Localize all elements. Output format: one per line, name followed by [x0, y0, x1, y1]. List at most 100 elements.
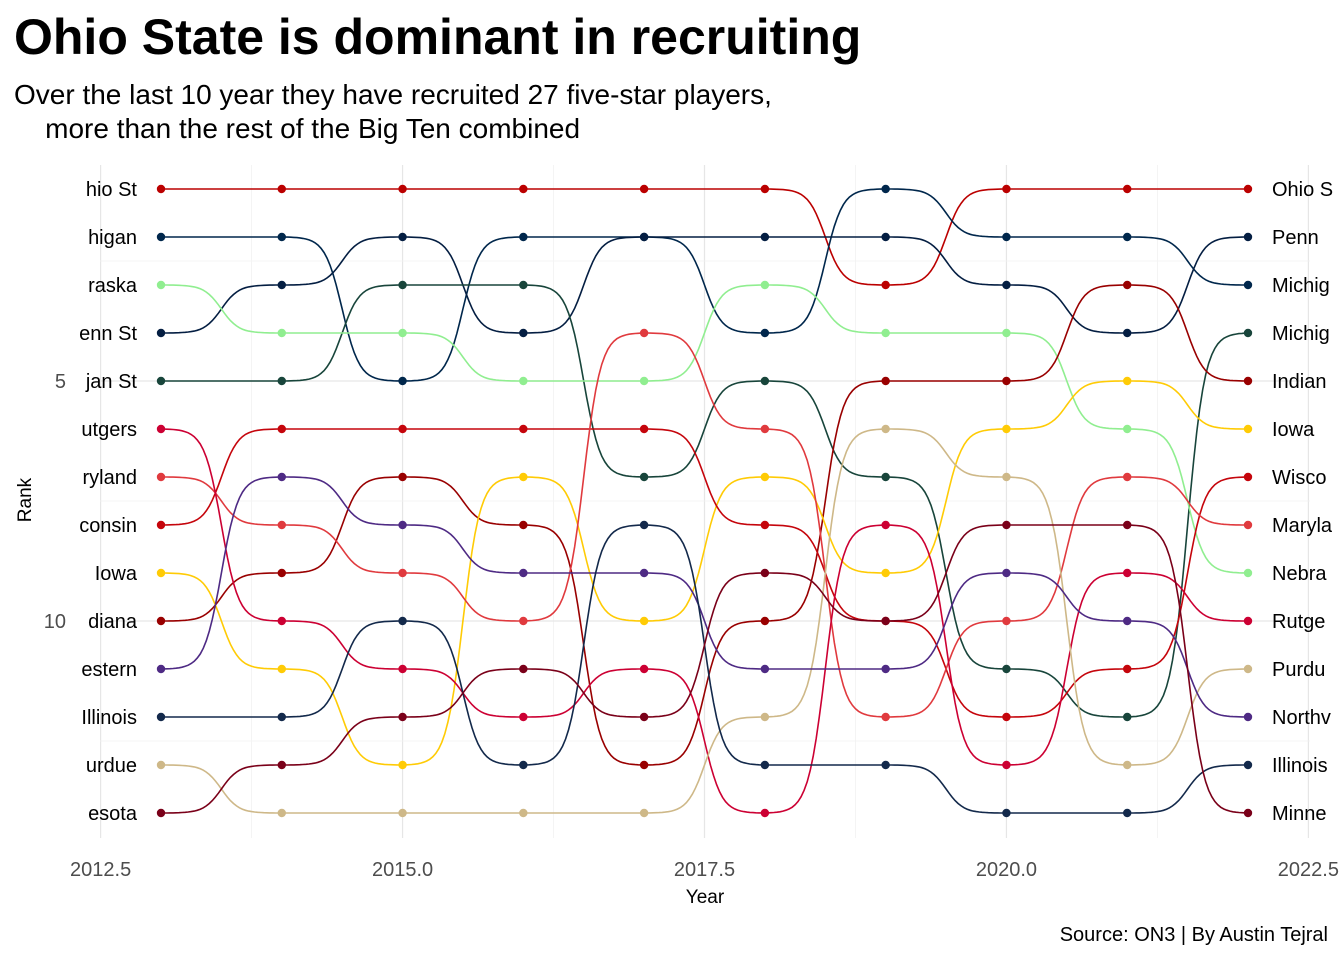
left-team-label: estern [81, 659, 137, 681]
series-point [398, 376, 407, 386]
series-point [639, 760, 649, 770]
left-team-label: urdue [86, 755, 137, 777]
series-point [1002, 184, 1011, 194]
series-point [277, 616, 286, 626]
series-point [639, 616, 649, 626]
series-line [160, 476, 1248, 718]
left-team-label: Iowa [95, 563, 138, 585]
series-point [398, 664, 407, 674]
series-point [760, 520, 770, 530]
series-point [156, 328, 166, 338]
left-team-label: hio St [86, 179, 138, 201]
series-point [639, 520, 649, 530]
series-point [1002, 664, 1011, 674]
x-tick-label: 2022.5 [1278, 859, 1339, 881]
series-point [881, 424, 890, 434]
series-point [1002, 616, 1011, 626]
series-point [1123, 760, 1132, 770]
series-line [161, 524, 1249, 814]
grid-lines [100, 165, 1310, 838]
series-point [277, 184, 286, 194]
series-point [881, 280, 890, 290]
series-point [519, 616, 528, 626]
series-point [639, 712, 649, 722]
x-tick-label: 2017.5 [674, 859, 735, 881]
left-team-label: higan [88, 227, 137, 249]
series-point [156, 616, 166, 626]
series-point [1243, 328, 1253, 338]
series-point [156, 664, 166, 674]
series-point [398, 280, 407, 290]
right-team-label: Michig [1272, 275, 1330, 297]
series-point [519, 664, 528, 674]
series-line [161, 428, 1248, 814]
series-point [881, 472, 890, 482]
series-point [398, 232, 407, 242]
series-point [639, 328, 649, 338]
x-tick-label: 2020.0 [976, 859, 1037, 881]
series-line [161, 380, 1248, 766]
series-point [277, 760, 286, 770]
series-point [277, 232, 286, 242]
series-point [1123, 184, 1132, 194]
series-point [156, 568, 166, 578]
series-point [1002, 712, 1011, 722]
left-team-label: raska [88, 275, 138, 297]
series-point [639, 376, 649, 386]
series-point [156, 520, 166, 530]
series-point [156, 424, 166, 434]
series-point [760, 568, 770, 578]
series-point [519, 280, 528, 290]
series-point [156, 280, 166, 290]
series-point [156, 184, 166, 194]
series-point [639, 808, 649, 818]
series-point [881, 520, 890, 530]
series-point [1243, 712, 1253, 722]
series-point [156, 472, 166, 482]
right-team-label: Nebra [1272, 563, 1327, 585]
series-point [1002, 328, 1011, 338]
series-point [760, 760, 770, 770]
series-point [1002, 280, 1011, 290]
series-point [760, 712, 770, 722]
series-line [161, 284, 1249, 574]
series-point [760, 472, 770, 482]
y-tick-label: 10 [44, 611, 66, 633]
right-team-label: Iowa [1272, 419, 1315, 441]
series-point [639, 232, 649, 242]
series-point [1243, 520, 1253, 530]
left-team-label: diana [88, 611, 138, 633]
x-axis-title: Year [686, 887, 725, 908]
left-team-label: enn St [79, 323, 137, 345]
series-point [639, 568, 649, 578]
series-point [398, 184, 407, 194]
series-point [1123, 232, 1132, 242]
right-team-label: Wisco [1272, 467, 1326, 489]
series-point [519, 760, 528, 770]
series-point [519, 184, 528, 194]
series-point [519, 808, 528, 818]
series-point [1002, 232, 1011, 242]
series-point [156, 760, 166, 770]
series-point [1002, 424, 1011, 434]
series-point [1243, 664, 1253, 674]
series-line [161, 188, 1248, 382]
series-point [1243, 184, 1253, 194]
series-point [277, 712, 286, 722]
axis-labels: Year Rank Source: ON3 | By Austin Tejral… [15, 371, 1339, 946]
series-point [1243, 376, 1253, 386]
series-point [277, 424, 286, 434]
right-team-label: Ohio S [1272, 179, 1333, 201]
series-point [1243, 232, 1253, 242]
series-line [160, 428, 1248, 814]
x-tick-label: 2012.5 [70, 859, 131, 881]
series-point [1002, 472, 1011, 482]
series-point [398, 328, 407, 338]
series-point [760, 424, 770, 434]
series-point [519, 712, 528, 722]
series-point [519, 376, 528, 386]
series-point [1002, 568, 1011, 578]
series-point [1123, 376, 1132, 386]
y-tick-label: 5 [55, 371, 66, 393]
series-point [1123, 808, 1132, 818]
